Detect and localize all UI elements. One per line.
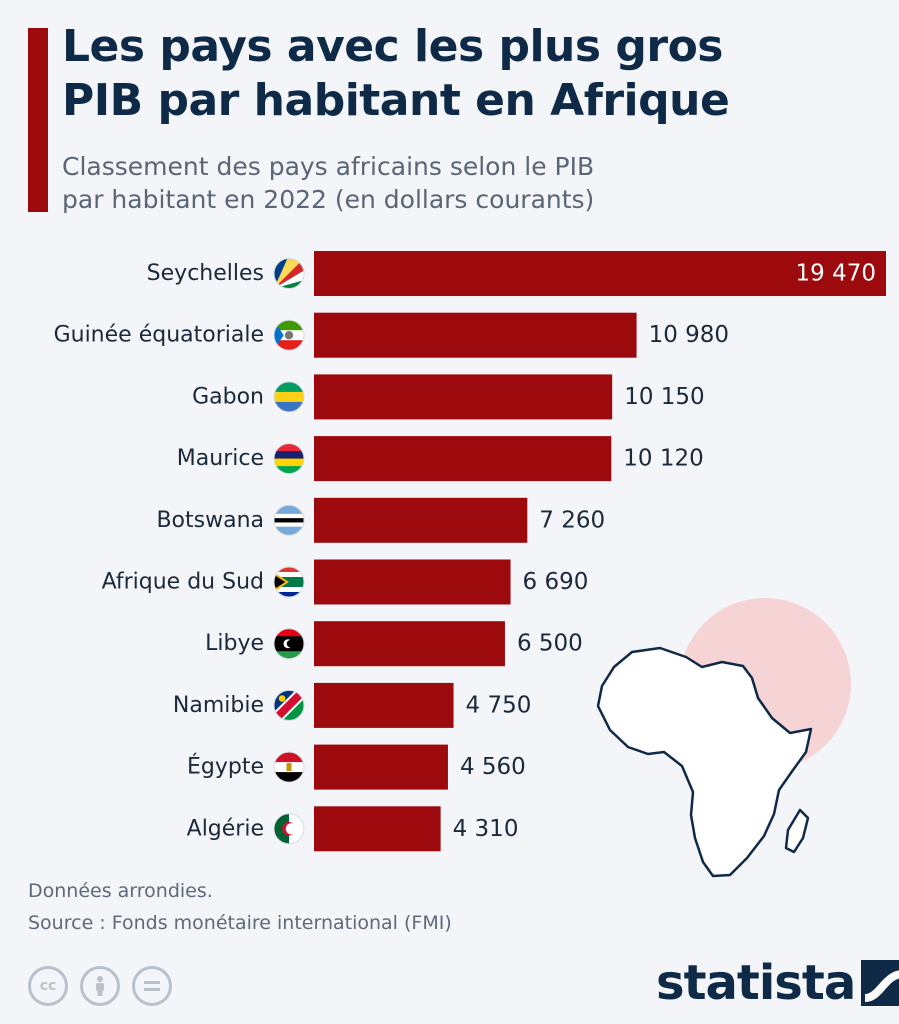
category-label: Libye: [205, 631, 264, 656]
value-label: 4 310: [453, 816, 519, 842]
bar-row: Égypte 4 560: [187, 744, 526, 790]
bar-row: Maurice 10 120: [177, 436, 704, 482]
title-accent-bar: [28, 28, 48, 212]
category-label: Égypte: [187, 754, 264, 780]
bar-row: Namibie 4 750: [173, 682, 532, 728]
bar: [314, 621, 505, 667]
page-title: Les pays avec les plus gros PIB par habi…: [62, 20, 882, 128]
category-label: Gabon: [192, 384, 264, 409]
bar-row: Libye 6 500: [205, 621, 583, 667]
subtitle-line-2: par habitant en 2022 (en dollars courant…: [62, 185, 595, 214]
botswana-flag-icon: [274, 505, 304, 536]
value-label: 10 120: [623, 446, 703, 472]
statista-logo-icon: [861, 960, 899, 1006]
title-line-1: Les pays avec les plus gros: [62, 21, 723, 72]
nd-icon[interactable]: [132, 966, 172, 1006]
bar-chart: Seychelles 19 470 Guinée équatoriale 10 980…: [54, 251, 886, 878]
category-label: Afrique du Sud: [102, 570, 264, 595]
by-icon[interactable]: [80, 966, 120, 1006]
bar: [314, 682, 454, 728]
footnote-source: Source : Fonds monétaire international (…: [28, 912, 452, 934]
bar-row: Seychelles 19 470: [147, 251, 886, 296]
namibia-flag-icon: [274, 690, 304, 721]
bar: [314, 559, 511, 605]
bar: [314, 436, 612, 482]
bar-row: Afrique du Sud 6 690: [102, 559, 589, 605]
value-label: 10 980: [649, 322, 729, 348]
value-label: 4 750: [466, 692, 532, 718]
madagascar-shape: [784, 808, 810, 854]
mauritius-flag-icon: [274, 443, 304, 474]
value-label: 4 560: [460, 754, 526, 780]
subtitle-line-1: Classement des pays africains selon le P…: [62, 152, 595, 181]
algeria-flag-icon: [274, 813, 304, 844]
statista-logo-text: statista: [656, 955, 856, 1011]
footnote-note: Données arrondies.: [28, 880, 213, 902]
bar: [314, 251, 886, 296]
bar: [314, 744, 448, 790]
bar-row: Guinée équatoriale 10 980: [54, 312, 729, 358]
value-label: 6 690: [523, 569, 589, 595]
egypt-flag-icon: [274, 752, 304, 783]
category-label: Guinée équatoriale: [54, 323, 264, 348]
bar: [314, 497, 528, 543]
bar: [314, 806, 441, 852]
category-label: Seychelles: [147, 261, 264, 286]
statista-logo[interactable]: statista: [656, 955, 899, 1011]
bar: [314, 312, 637, 358]
title-line-2: PIB par habitant en Afrique: [62, 75, 730, 126]
value-label: 10 150: [624, 384, 704, 410]
category-label: Algérie: [187, 816, 264, 841]
bar-row: Algérie 4 310: [187, 806, 519, 852]
category-label: Namibie: [173, 693, 264, 718]
seychelles-flag-icon: [274, 258, 304, 289]
cc-icon[interactable]: cc: [28, 966, 68, 1006]
page-subtitle: Classement des pays africains selon le P…: [62, 150, 862, 216]
africa-map-illustration: [596, 598, 851, 878]
category-label: Maurice: [177, 446, 264, 471]
south-africa-flag-icon: [274, 567, 304, 597]
value-label: 19 470: [796, 261, 876, 287]
value-label: 6 500: [517, 631, 583, 657]
bar-row: Gabon 10 150: [192, 374, 705, 420]
category-label: Botswana: [156, 508, 264, 533]
value-label: 7 260: [539, 507, 605, 533]
bar: [314, 374, 613, 420]
libya-flag-icon: [274, 628, 304, 659]
bar-row: Botswana 7 260: [156, 497, 605, 543]
gabon-flag-icon: [274, 381, 304, 412]
africa-map-shape: [596, 646, 813, 878]
license-icons: cc: [28, 966, 172, 1006]
